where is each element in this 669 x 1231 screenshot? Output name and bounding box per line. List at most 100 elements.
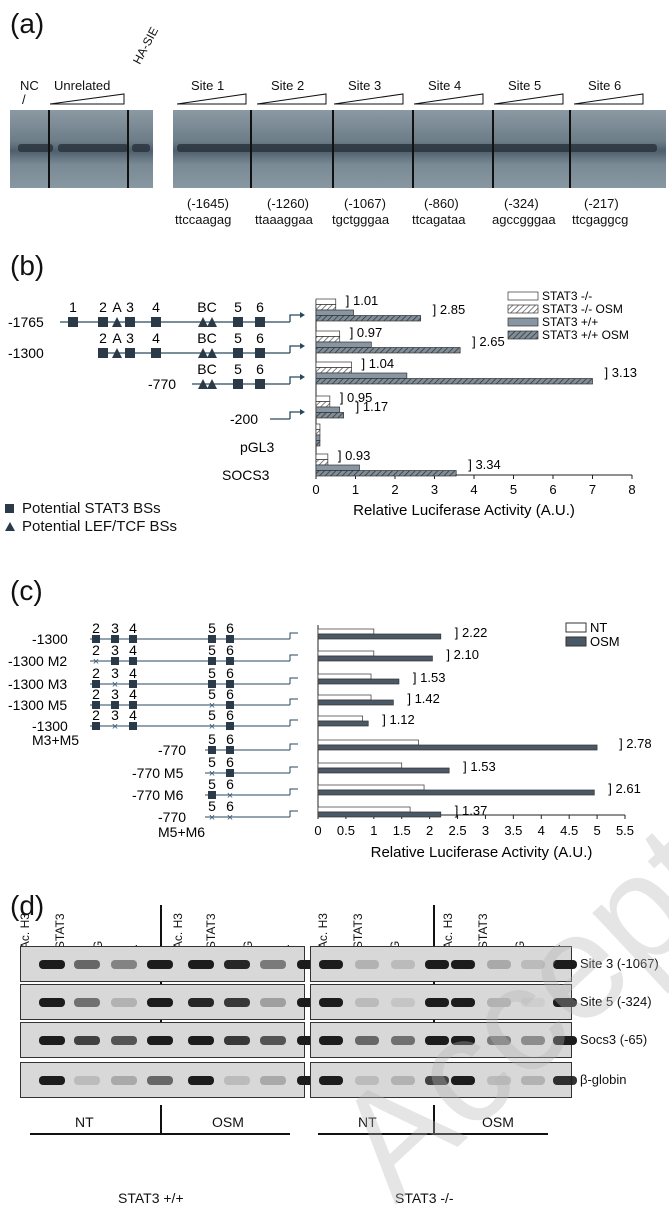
site-number: 5 <box>234 299 242 315</box>
x-tick-label: 0.5 <box>337 823 355 838</box>
pcr-band <box>425 1036 449 1045</box>
bar-osm <box>317 633 442 640</box>
pcr-band <box>260 1076 286 1085</box>
pcr-band <box>553 960 577 969</box>
stat3-site <box>98 317 108 327</box>
site-name: Site 3 <box>348 78 382 93</box>
pcr-band <box>521 998 545 1007</box>
bar-nt <box>317 694 372 701</box>
stat3-site <box>226 635 234 643</box>
legend-swatch <box>565 636 587 647</box>
lef-site <box>198 348 208 358</box>
arrow-head <box>300 343 305 349</box>
fold-annotation: ] 0.95 <box>340 390 373 405</box>
site-number: 6 <box>226 731 234 747</box>
lef-site <box>207 379 217 389</box>
construct-label: -1300 M2 <box>8 653 67 669</box>
fold-annotation: ] 1.53 <box>463 759 496 774</box>
fold-annotation: ] 2.85 <box>433 302 466 317</box>
bar <box>315 341 372 348</box>
pcr-band <box>188 1036 214 1045</box>
site-number: 2 <box>92 620 100 636</box>
site-number: 3 <box>126 299 134 315</box>
gradient-wedge <box>334 93 404 105</box>
bar-nt <box>317 784 425 791</box>
site-number: 5 <box>208 620 216 636</box>
construct-sublabel: M3+M5 <box>32 732 79 748</box>
chip-gel-right <box>310 946 577 982</box>
tss-arrow <box>289 698 298 705</box>
panel-d-label: (d) <box>10 890 45 921</box>
fold-annotation: ] 2.10 <box>446 647 479 662</box>
pcr-band <box>224 998 250 1007</box>
bar <box>315 336 341 343</box>
bar <box>315 347 461 354</box>
site-position: (-860) <box>424 196 459 211</box>
tss-arrow <box>289 345 300 353</box>
bar-osm <box>317 811 442 818</box>
pcr-band <box>451 1076 475 1085</box>
chip-row-label: Site 3 (-1067) <box>580 956 659 971</box>
construct-label: -1300 <box>32 718 68 734</box>
site-sequence: ttcgaggcg <box>572 212 629 227</box>
stat3-site <box>208 791 216 799</box>
site-number: 2 <box>92 707 100 723</box>
tss-arrow <box>289 766 298 773</box>
fold-annotation: ] 1.04 <box>362 356 395 371</box>
site-sequence: tgctgggaa <box>332 212 390 227</box>
bar <box>315 453 329 460</box>
x-tick-label: 1 <box>352 482 359 497</box>
site-number: 1 <box>69 299 77 315</box>
site-position: (-217) <box>584 196 619 211</box>
bar-nt <box>317 762 403 769</box>
site-number: 6 <box>226 686 234 702</box>
stat3-site <box>111 701 119 709</box>
bar <box>315 412 344 419</box>
bracket-line <box>433 1105 435 1135</box>
emsa-gel-left <box>10 110 153 188</box>
stat3-site <box>129 680 137 688</box>
pcr-band <box>553 1076 577 1085</box>
fold-annotation: ] 1.53 <box>413 670 446 685</box>
pcr-band <box>521 1076 545 1085</box>
mutated-site: × <box>209 812 215 824</box>
chip-gel-right <box>310 1062 577 1098</box>
x-tick-label: 5.5 <box>616 823 634 838</box>
construct-label: -770 <box>148 376 176 392</box>
pcr-band <box>355 998 379 1007</box>
mutated-site: × <box>209 721 215 733</box>
mutated-site: × <box>227 812 233 824</box>
stat3-site <box>111 635 119 643</box>
x-tick-label: 5 <box>593 823 600 838</box>
chip-row-label: β-globin <box>580 1072 627 1087</box>
stat3-site <box>233 348 243 358</box>
wedge-shape <box>334 93 404 105</box>
pcr-band <box>319 1076 343 1085</box>
pcr-band <box>39 1076 65 1085</box>
bar-osm <box>317 678 400 685</box>
bar <box>315 406 341 413</box>
site-number: 4 <box>129 707 137 723</box>
site-number: 6 <box>226 754 234 770</box>
site-number: 6 <box>226 642 234 658</box>
pcr-band <box>147 960 173 969</box>
chip-gel-left <box>20 1062 323 1098</box>
pcr-band <box>224 960 250 969</box>
site-number: 5 <box>208 686 216 702</box>
pcr-band <box>111 998 137 1007</box>
bar-nt <box>317 739 419 746</box>
site-number: 3 <box>111 642 119 658</box>
tss-arrow <box>289 743 298 750</box>
site-sequence: ttaaaggaa <box>255 212 313 227</box>
site-number: 4 <box>129 686 137 702</box>
fold-annotation: ] 0.93 <box>338 448 371 463</box>
tss-arrow <box>289 677 298 684</box>
construct-label: pGL3 <box>240 439 274 455</box>
pcr-band <box>487 1076 511 1085</box>
x-tick-label: 5 <box>510 482 517 497</box>
mutated-site: × <box>112 721 118 733</box>
osm-label: OSM <box>212 1114 244 1130</box>
site-sequence: ttccaagag <box>175 212 232 227</box>
bar-osm <box>317 699 394 706</box>
stat3-site <box>255 317 265 327</box>
